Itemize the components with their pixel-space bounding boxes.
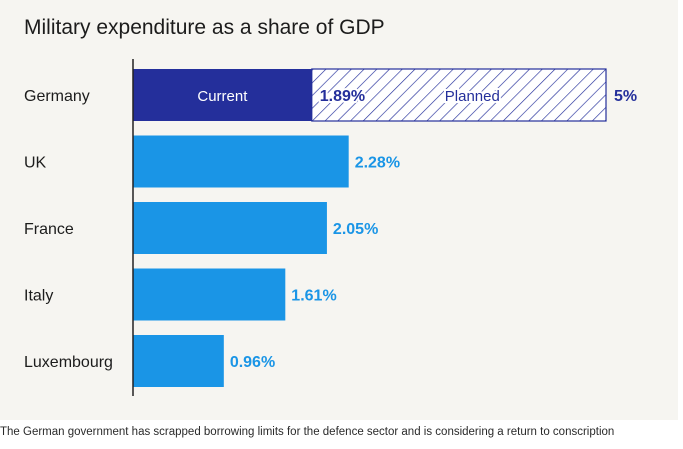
segment-label-current: Current [197,88,248,105]
category-label-france: France [24,221,74,238]
bar-chart: Germany Current 1.89% Planned 5% UK 2.28% Franc… [24,59,637,396]
bar-france [133,202,327,254]
bar-luxembourg [133,335,224,387]
chart-title: Military expenditure as a share of GDP [24,16,385,39]
bar-italy [133,268,286,321]
segment-label-planned: Planned [445,88,500,105]
category-label-italy: Italy [24,288,53,305]
bar-planned-germany [311,68,607,122]
bar-uk [133,135,349,188]
value-label-italy: 1.61% [291,288,336,305]
value-label-uk: 2.28% [355,155,400,172]
category-label-germany: Germany [24,88,90,105]
value-label-luxembourg: 0.96% [230,354,275,371]
category-label-luxembourg: Luxembourg [24,354,113,371]
value-label-germany: 1.89% [320,88,365,105]
value-label-france: 2.05% [333,221,378,238]
value-label-planned-germany: 5% [614,88,637,105]
category-label-uk: UK [24,155,47,172]
bar-current-germany [133,69,312,121]
caption: The German government has scrapped borro… [0,426,615,438]
